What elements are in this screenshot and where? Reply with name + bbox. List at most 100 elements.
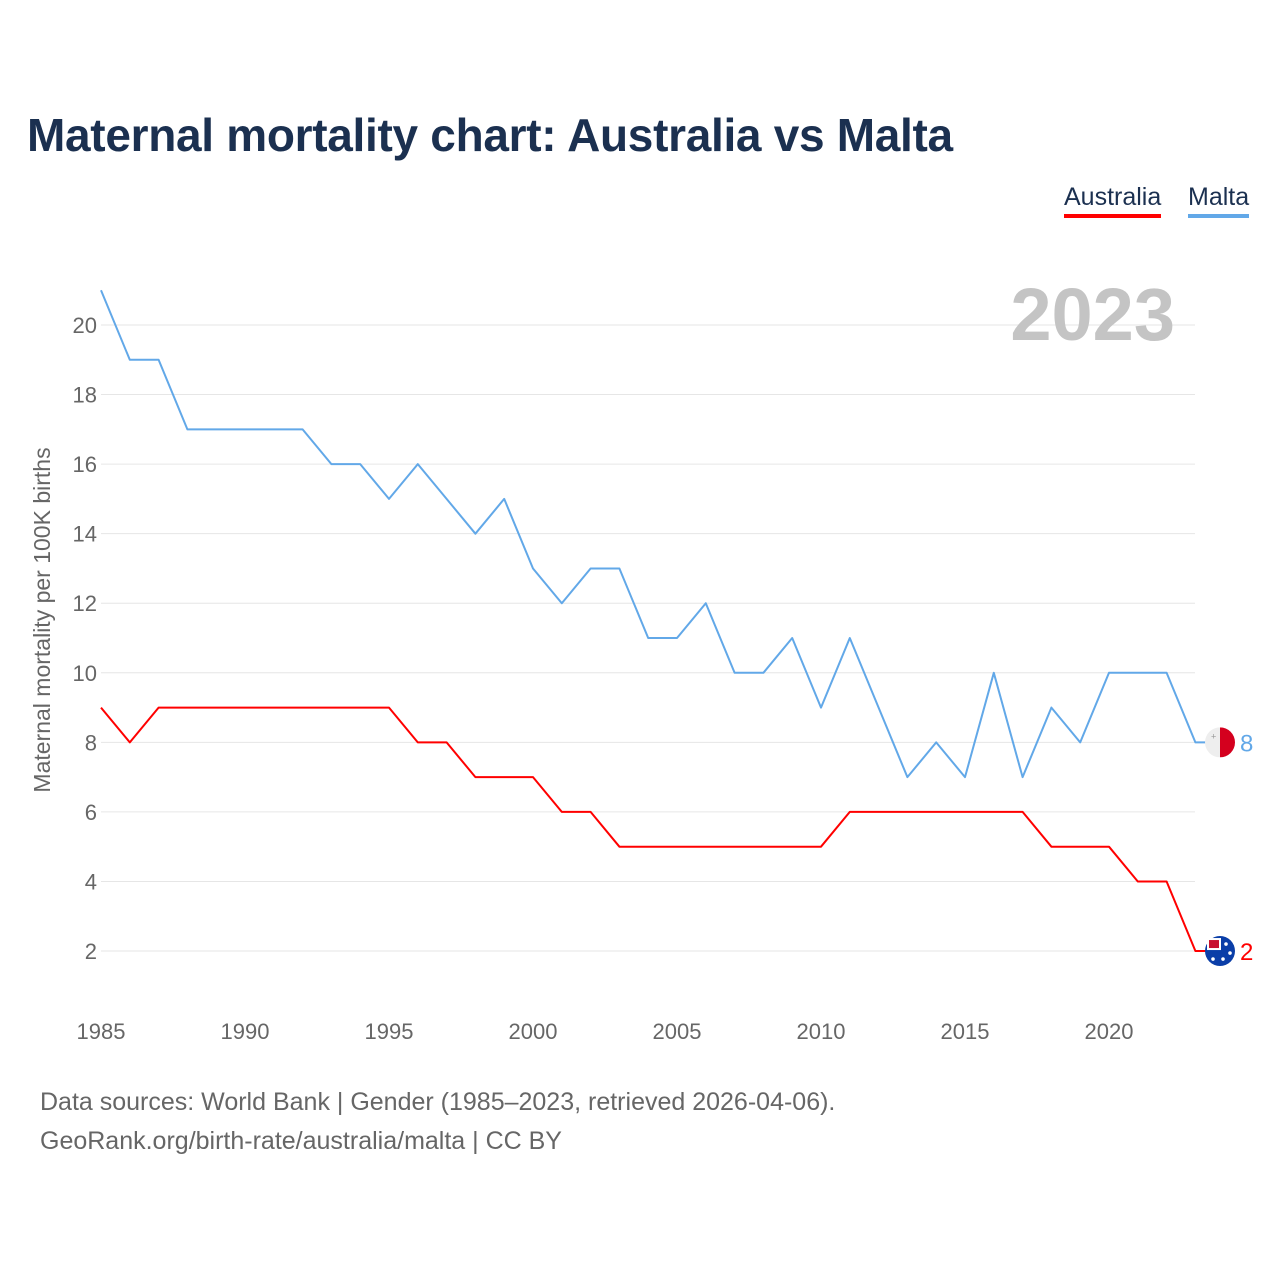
y-tick-label: 14: [73, 522, 97, 547]
y-tick-label: 10: [73, 661, 97, 686]
data-point-australia: [472, 774, 478, 780]
data-point-australia: [501, 774, 507, 780]
year-watermark: 2023: [1010, 273, 1175, 356]
y-tick-label: 6: [85, 800, 97, 825]
data-point-malta: [300, 426, 306, 432]
flag-star: [1211, 957, 1215, 961]
data-point-malta: [472, 531, 478, 537]
chart-title: Maternal mortality chart: Australia vs M…: [27, 109, 953, 161]
george-cross: +: [1211, 731, 1216, 741]
data-point-malta: [1106, 670, 1112, 676]
x-tick-label: 2015: [941, 1019, 990, 1044]
x-tick-label: 2010: [797, 1019, 846, 1044]
australia-flag-icon: [1205, 936, 1235, 967]
data-point-malta: [645, 635, 651, 641]
data-point-australia: [645, 844, 651, 850]
data-point-malta: [530, 565, 536, 571]
data-point-malta: [818, 705, 824, 711]
data-point-australia: [616, 844, 622, 850]
data-point-australia: [271, 705, 277, 711]
data-point-malta: [904, 774, 910, 780]
y-tick-label: 12: [73, 591, 97, 616]
data-point-malta: [616, 565, 622, 571]
data-point-australia: [444, 739, 450, 745]
flag-star: [1224, 942, 1228, 946]
y-tick-label: 8: [85, 730, 97, 755]
data-point-malta: [501, 496, 507, 502]
legend-malta[interactable]: Malta: [1188, 183, 1250, 218]
data-point-malta: [328, 461, 334, 467]
data-point-australia: [962, 809, 968, 815]
data-point-australia: [328, 705, 334, 711]
data-point-malta: [98, 287, 104, 293]
data-point-malta: [213, 426, 219, 432]
data-point-malta: [732, 670, 738, 676]
data-point-australia: [357, 705, 363, 711]
y-tick-label: 2: [85, 939, 97, 964]
flag-star: [1221, 957, 1225, 961]
data-point-australia: [1048, 844, 1054, 850]
flag-white-half: [1205, 727, 1220, 758]
data-point-malta: [789, 635, 795, 641]
data-point-malta: [271, 426, 277, 432]
data-point-malta: [242, 426, 248, 432]
data-point-malta: [760, 670, 766, 676]
x-tick-label: 2020: [1085, 1019, 1134, 1044]
data-point-malta: [933, 739, 939, 745]
data-point-malta: [1077, 739, 1083, 745]
data-point-malta: [847, 635, 853, 641]
data-point-malta: [357, 461, 363, 467]
data-point-malta: [588, 565, 594, 571]
y-tick-label: 18: [73, 383, 97, 408]
y-tick-label: 16: [73, 452, 97, 477]
legend-australia[interactable]: Australia: [1064, 183, 1162, 218]
data-point-australia: [184, 705, 190, 711]
end-value-malta: 8: [1240, 730, 1253, 757]
data-point-australia: [300, 705, 306, 711]
x-tick-label: 1985: [77, 1019, 126, 1044]
data-point-australia: [1135, 878, 1141, 884]
data-point-australia: [876, 809, 882, 815]
data-point-australia: [991, 809, 997, 815]
data-point-australia: [732, 844, 738, 850]
data-point-malta: [559, 600, 565, 606]
data-point-malta: [184, 426, 190, 432]
x-tick-label: 2005: [653, 1019, 702, 1044]
data-point-malta: [703, 600, 709, 606]
union-jack: [1207, 938, 1221, 951]
data-point-australia: [1164, 878, 1170, 884]
data-point-australia: [127, 739, 133, 745]
x-tick-label: 1995: [365, 1019, 414, 1044]
data-point-malta: [962, 774, 968, 780]
footer-sources: Data sources: World Bank | Gender (1985–…: [40, 1088, 836, 1116]
x-tick-label: 1990: [221, 1019, 270, 1044]
data-point-australia: [703, 844, 709, 850]
data-point-australia: [559, 809, 565, 815]
data-point-australia: [242, 705, 248, 711]
data-point-australia: [674, 844, 680, 850]
data-point-australia: [98, 705, 104, 711]
data-point-australia: [818, 844, 824, 850]
end-value-australia: 2: [1240, 939, 1253, 966]
y-axis-label: Maternal mortality per 100K births: [29, 447, 55, 792]
flag-red-half: [1220, 727, 1235, 758]
data-point-malta: [1020, 774, 1026, 780]
data-point-australia: [156, 705, 162, 711]
data-point-malta: [991, 670, 997, 676]
data-point-australia: [213, 705, 219, 711]
data-point-australia: [760, 844, 766, 850]
data-point-australia: [1192, 948, 1198, 954]
data-point-australia: [933, 809, 939, 815]
data-point-malta: [1135, 670, 1141, 676]
data-point-malta: [674, 635, 680, 641]
data-point-australia: [386, 705, 392, 711]
x-tick-label: 2000: [509, 1019, 558, 1044]
data-point-malta: [127, 357, 133, 363]
data-point-malta: [876, 705, 882, 711]
data-point-malta: [1164, 670, 1170, 676]
data-point-malta: [415, 461, 421, 467]
data-point-malta: [1048, 705, 1054, 711]
data-point-malta: [444, 496, 450, 502]
data-point-australia: [1077, 844, 1083, 850]
